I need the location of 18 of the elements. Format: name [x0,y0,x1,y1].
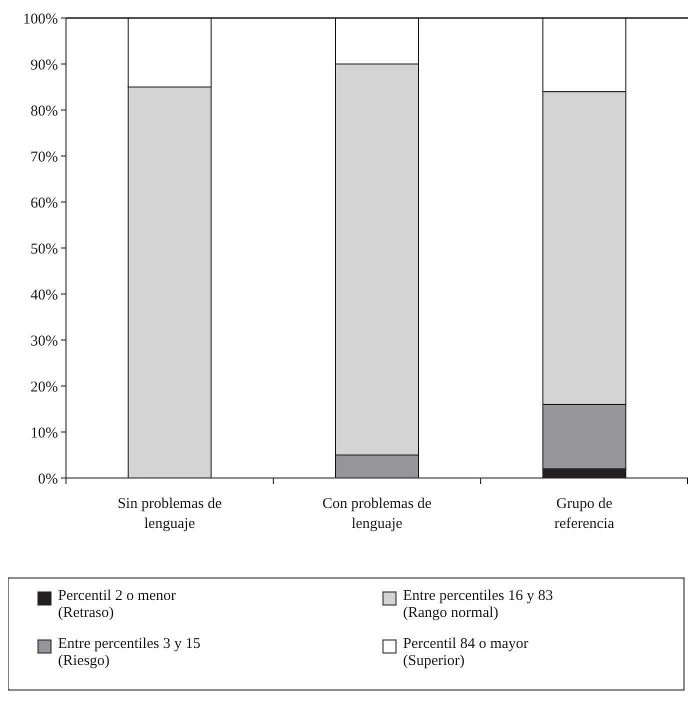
y-tick-label: 50% [30,241,58,258]
y-tick-label: 10% [30,425,58,442]
y-tick-label: 70% [30,149,58,166]
y-tick-label: 30% [30,333,58,350]
legend-label: Percentil 2 o menor (Retraso) [58,588,176,621]
y-tick-label: 40% [30,287,58,304]
legend-label: Percentil 84 o mayor (Superior) [403,636,528,669]
y-tick-label: 0% [38,471,58,488]
legend-label: Entre percentiles 16 y 83 (Rango normal) [403,588,553,621]
x-tick-label: Grupo de referencia [554,496,615,532]
y-tick-label: 60% [30,195,58,212]
y-tick-label: 100% [23,11,58,28]
y-tick-label: 20% [30,379,58,396]
x-tick-label: Sin problemas de lenguaje [118,496,222,532]
legend-label: Entre percentiles 3 y 15 (Riesgo) [58,636,200,669]
x-tick-label: Con problemas de lenguaje [322,496,432,532]
y-tick-label: 80% [30,103,58,120]
y-tick-label: 90% [30,57,58,74]
